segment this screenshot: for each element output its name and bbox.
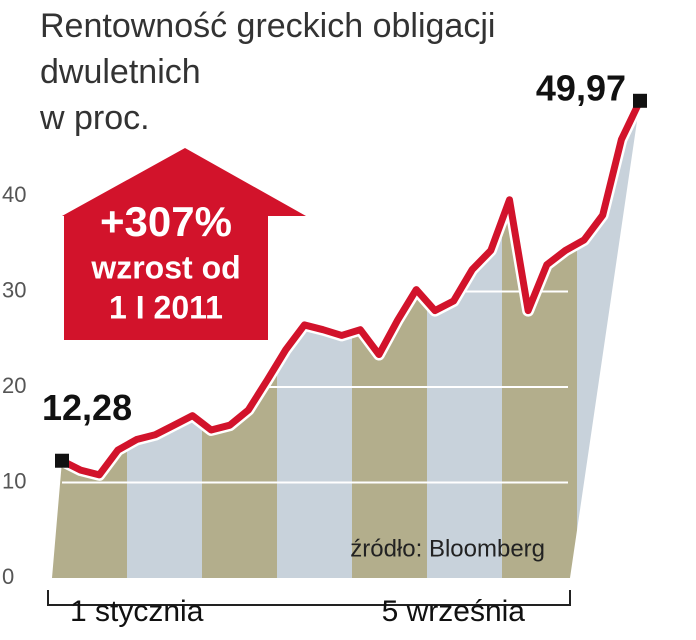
annotation: wzrost od	[90, 249, 240, 285]
y-tick-label: 30	[2, 277, 26, 302]
x-tick-label: 1 stycznia	[70, 595, 204, 628]
point-marker	[55, 453, 69, 468]
annotation: +307%	[100, 198, 232, 245]
y-tick-label: 10	[2, 468, 26, 493]
y-tick-label: 40	[2, 182, 26, 207]
value-label: 12,28	[42, 387, 132, 428]
line	[60, 99, 644, 479]
chart-title: Rentowność greckich obligacji	[40, 7, 495, 45]
point-marker	[633, 93, 647, 108]
y-tick-label: 0	[2, 564, 14, 589]
y-tick-label: 20	[2, 373, 26, 398]
x-axis-bracket	[47, 590, 571, 606]
annotation-arrow	[62, 148, 306, 340]
chart-title: dwuletnich	[40, 53, 201, 91]
chart-title: w proc.	[39, 99, 150, 137]
source: źródło: Bloomberg	[350, 535, 545, 562]
x-tick-label: 5 września	[382, 595, 526, 628]
annotation: 1 I 2011	[109, 289, 223, 325]
value-label: 49,97	[536, 67, 626, 108]
